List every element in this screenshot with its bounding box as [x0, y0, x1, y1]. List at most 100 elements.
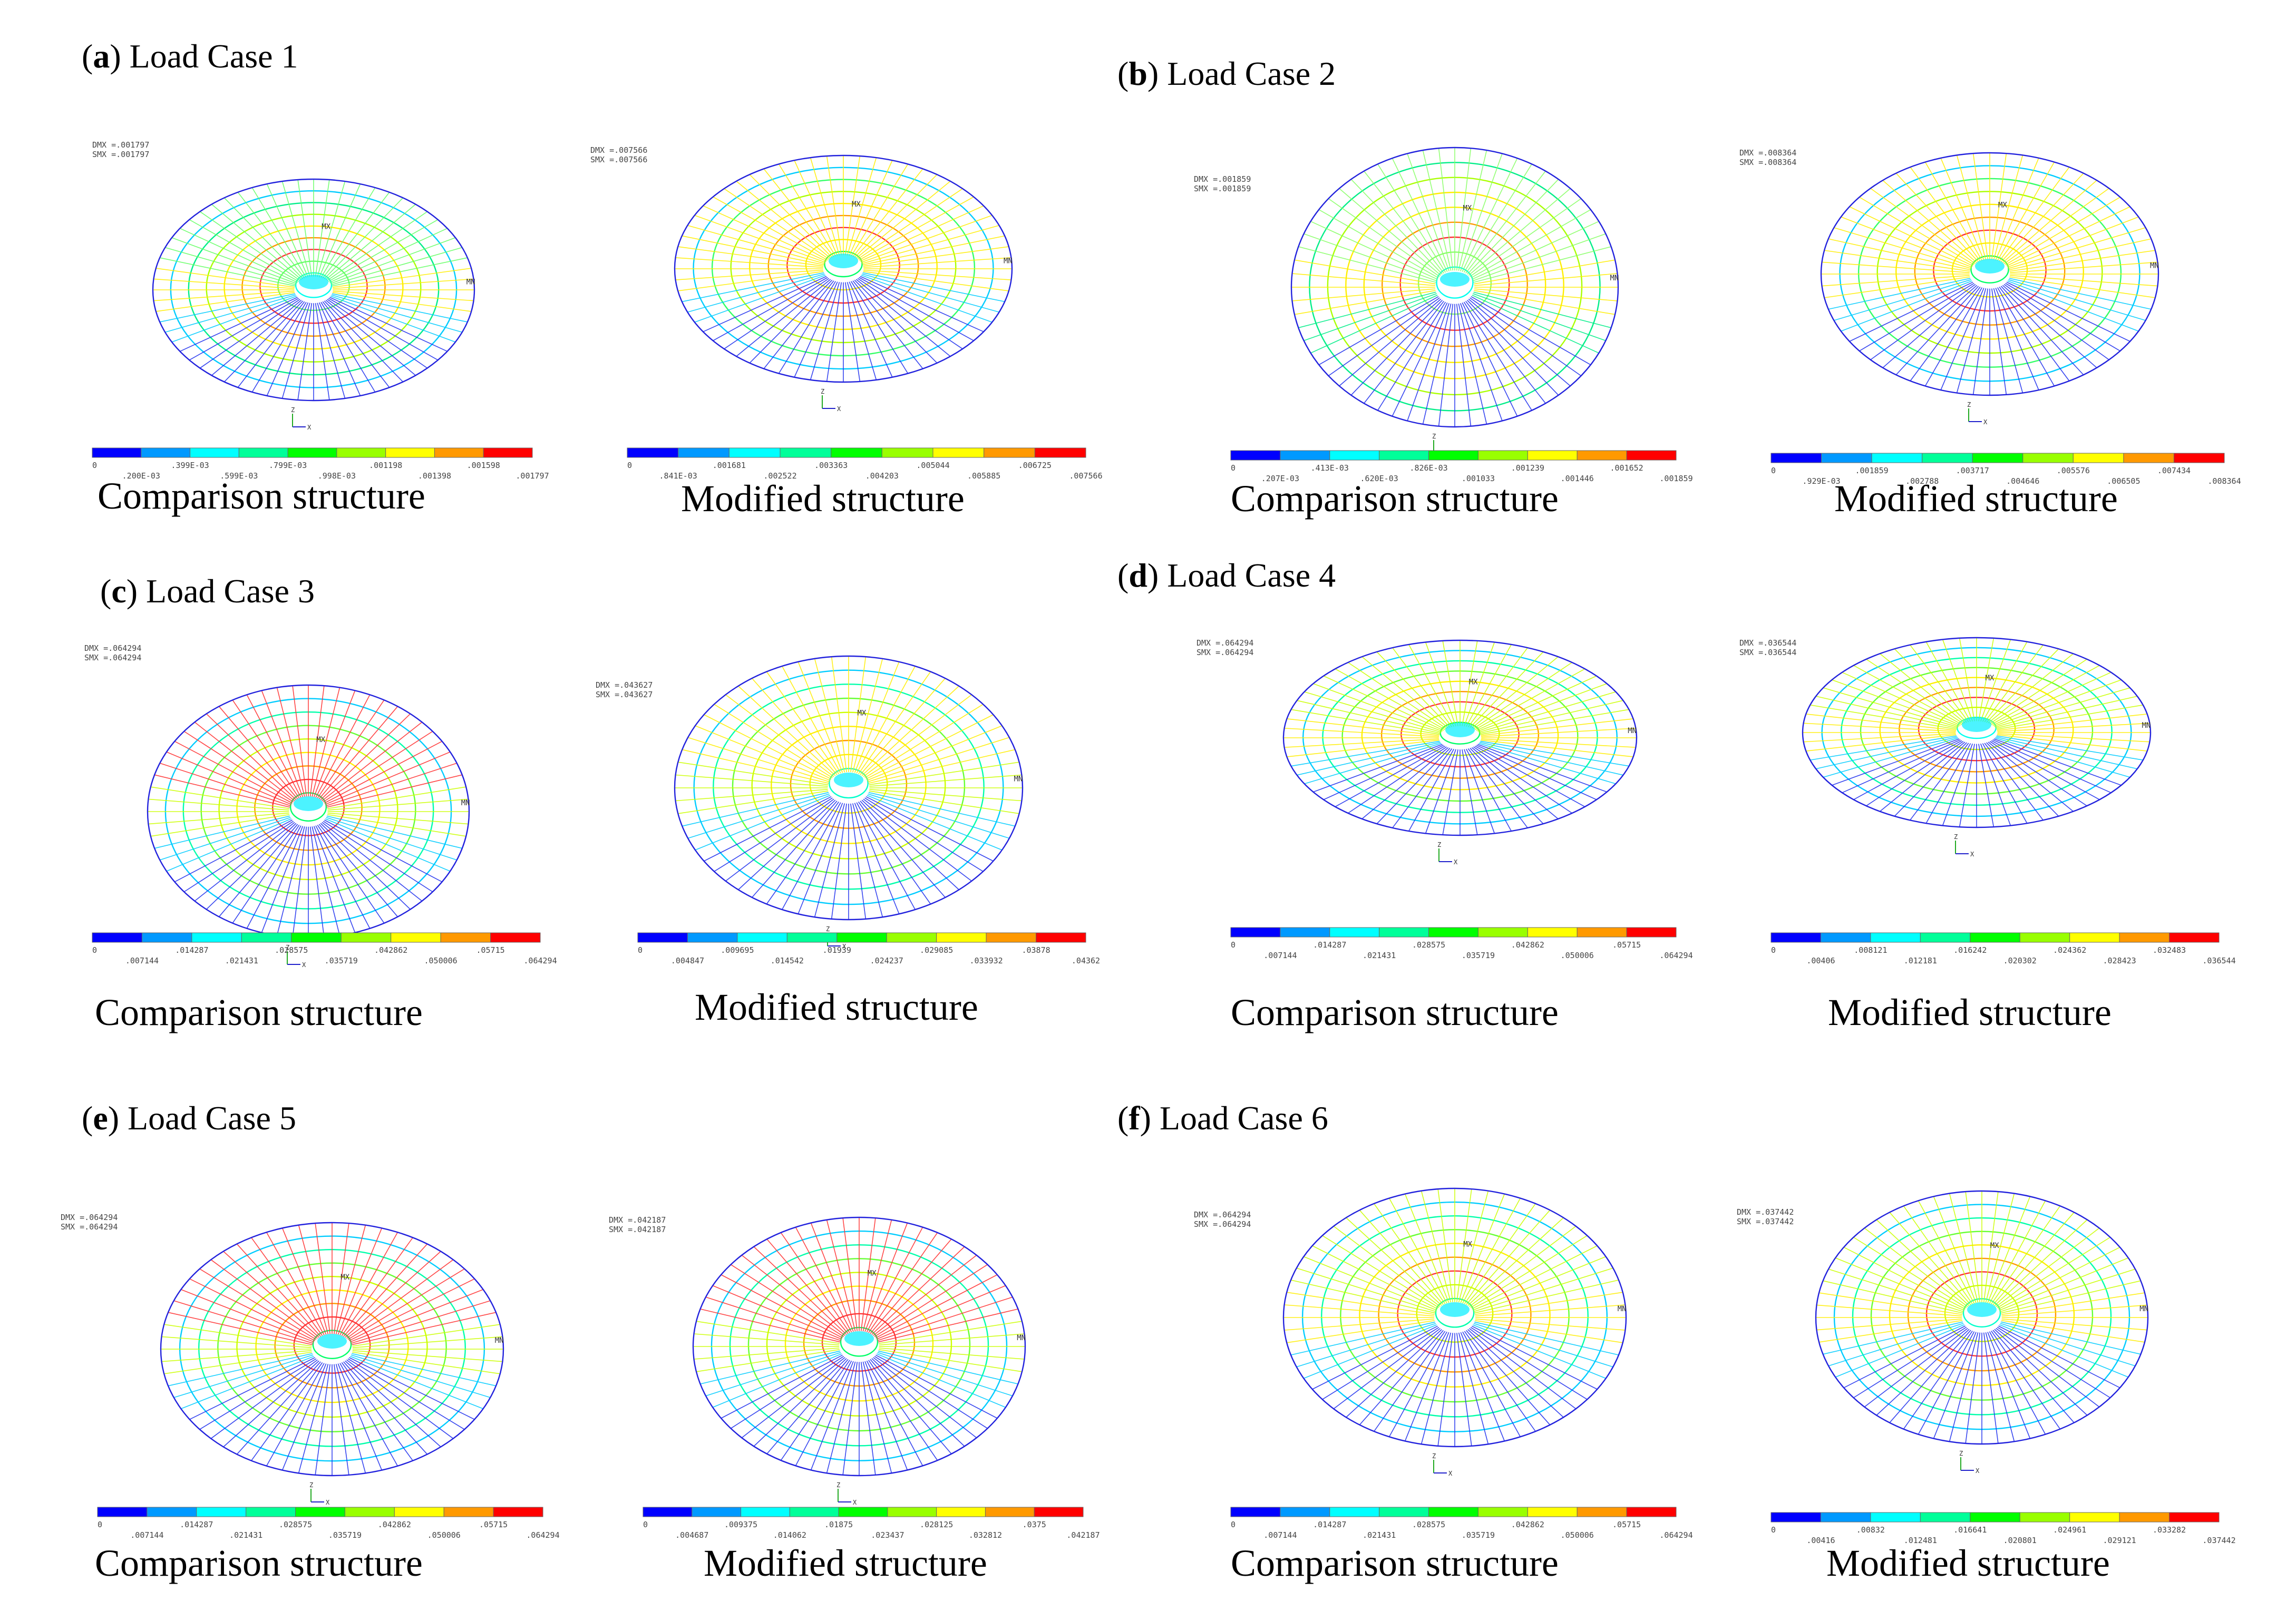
caption-e-comparison: Comparison structure — [95, 1542, 423, 1584]
mesh-spoke — [1312, 1325, 1438, 1390]
mesh-spoke — [1996, 696, 2138, 729]
mesh-spoke — [159, 293, 296, 323]
legend-band — [295, 1507, 345, 1517]
mesh-spoke — [2010, 275, 2158, 287]
mesh-spoke — [1464, 749, 1495, 834]
mesh-spoke — [1993, 288, 2023, 393]
mesh-spoke — [849, 281, 893, 378]
mesh-spoke — [856, 802, 916, 910]
mesh-spoke — [712, 1353, 842, 1408]
legend-tick-label: .024362 — [2053, 945, 2086, 955]
legend-tick-label: .004687 — [675, 1530, 708, 1540]
mesh-spoke — [1473, 233, 1606, 281]
mesh-spoke — [1997, 734, 2147, 752]
legend-tick-label: .042862 — [378, 1520, 411, 1529]
mesh-spoke — [675, 269, 823, 280]
mesh-spoke — [210, 1259, 318, 1339]
mesh-spoke — [1866, 741, 1964, 806]
legend-tick-label: .028575 — [1412, 1520, 1445, 1529]
mesh-spoke — [860, 205, 984, 262]
legend-band — [1820, 932, 1871, 943]
mesh-spoke — [320, 823, 411, 910]
mesh-spoke — [1843, 1246, 1966, 1310]
smx-label: SMX =.001797 — [92, 150, 149, 159]
legend-tick-label: .029121 — [2103, 1536, 2136, 1545]
mesh-spoke — [1292, 288, 1436, 301]
mesh-spoke — [1997, 723, 2150, 732]
mesh-spoke — [700, 1309, 841, 1343]
mesh-spoke — [1903, 1205, 1973, 1305]
legend-tick-label: .001797 — [515, 471, 549, 481]
mesh-spoke — [317, 824, 385, 924]
mesh-spoke — [810, 1223, 854, 1332]
mesh-spoke — [1910, 167, 1981, 262]
legend-tick-label: .01875 — [824, 1520, 853, 1529]
mesh-spoke — [675, 774, 828, 787]
mesh-spoke — [1477, 744, 1607, 793]
structure-outline — [674, 154, 1013, 383]
mesh-spoke — [1303, 1256, 1437, 1311]
case-b-title: (b) Load Case 2 — [1117, 55, 1336, 92]
legend-band — [147, 1507, 197, 1517]
mesh-spoke — [2001, 1304, 2147, 1316]
legend-band — [1428, 927, 1478, 938]
legend-band — [1922, 453, 1973, 463]
mesh-spoke — [171, 237, 297, 284]
smx-label: SMX =.043627 — [596, 690, 653, 699]
mn-marker: MN — [2142, 721, 2151, 730]
mesh-spoke — [1992, 1330, 2075, 1423]
mn-marker: MN — [2150, 262, 2159, 270]
legend-tick-label: .016641 — [1953, 1525, 1987, 1535]
mesh-spoke — [1989, 659, 2087, 724]
mesh-spoke — [1290, 1280, 1435, 1314]
axis-z-label: Z — [286, 944, 289, 951]
mesh-spoke — [696, 1321, 840, 1344]
axis-z-label: Z — [291, 406, 295, 414]
color-legend: 0 .004687 .009375 .014062 .01875 .023437 .0281… — [643, 1507, 1100, 1540]
legend-tick-label: .007144 — [1263, 951, 1297, 960]
mesh-spoke — [2000, 286, 2084, 375]
panel-e-modified: DMX =.042187 SMX =.042187 MX MN X Z 0 .004687 .0… — [590, 1212, 1107, 1544]
dmx-label: DMX =.007566 — [590, 145, 647, 155]
mesh-spoke — [2001, 1292, 2145, 1315]
mesh-spoke — [1842, 672, 1961, 726]
mesh-spoke — [1392, 158, 1448, 272]
legend-band — [786, 932, 838, 943]
mesh-spoke — [1458, 150, 1487, 271]
legend-tick-label: .620E-03 — [1360, 474, 1398, 483]
mesh-spoke — [1823, 737, 1959, 778]
mesh-spoke — [1853, 665, 1962, 725]
mesh-spoke — [1475, 1319, 1626, 1331]
mesh-spoke — [866, 1360, 923, 1466]
mesh-spoke — [865, 796, 994, 862]
mesh-spoke — [713, 277, 828, 341]
mesh-spoke — [281, 181, 310, 277]
axis-z-label: Z — [1959, 1450, 1963, 1457]
mesh-spoke — [1841, 216, 1972, 268]
mx-marker: MX — [868, 1269, 877, 1277]
mesh-spoke — [797, 803, 843, 914]
mesh-spoke — [1996, 1328, 2100, 1408]
mesh-spoke — [1287, 1320, 1435, 1343]
legend-tick-label: .035719 — [1462, 951, 1495, 960]
legend-tick-label: 0 — [1231, 1520, 1235, 1529]
caption-f-comparison: Comparison structure — [1231, 1542, 1559, 1584]
mesh-spoke — [1473, 746, 1572, 814]
mesh-spoke — [327, 814, 466, 837]
mesh-spoke — [868, 737, 1010, 783]
legend-tick-label: .207E-03 — [1261, 474, 1299, 483]
mesh-spoke — [1474, 1321, 1619, 1355]
mesh-spoke — [1466, 1330, 1551, 1426]
dmx-label: DMX =.008364 — [1739, 148, 1796, 158]
mesh-spoke — [810, 157, 840, 256]
legend-tick-label: .020302 — [2003, 956, 2037, 965]
mesh-spoke — [1421, 1190, 1452, 1303]
mesh-spoke — [218, 824, 298, 918]
mesh-spoke — [223, 1251, 319, 1338]
legend-tick-label: .003363 — [814, 461, 848, 470]
legend-tick-label: .042187 — [1066, 1530, 1100, 1540]
legend-tick-label: .00406 — [1806, 956, 1835, 965]
mesh-spoke — [1475, 1292, 1623, 1315]
